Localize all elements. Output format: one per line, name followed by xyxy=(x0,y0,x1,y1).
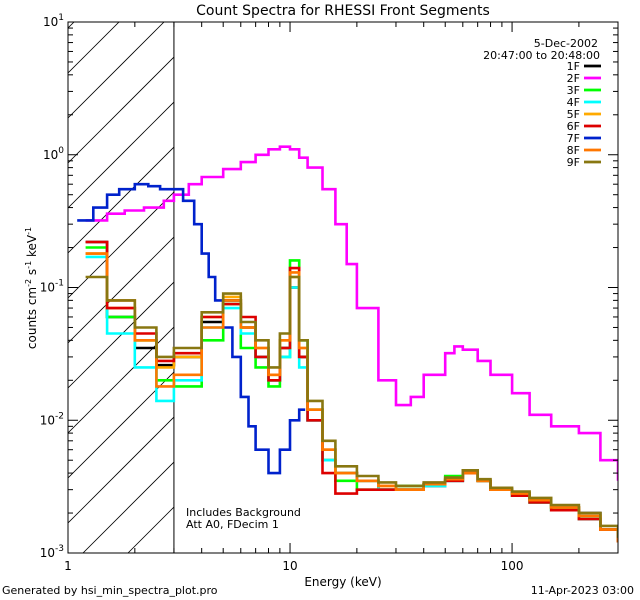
hatch-line xyxy=(68,22,165,119)
legend-label-7f: 7F xyxy=(567,132,580,145)
legend-label-9f: 9F xyxy=(567,156,580,169)
hatch-line xyxy=(68,236,174,344)
hatch-line xyxy=(82,461,174,553)
annotation-attenuator: Att A0, FDecim 1 xyxy=(186,518,279,531)
ylabel-exp2: -1 xyxy=(24,261,33,269)
legend-label-6f: 6F xyxy=(567,120,580,133)
series-9f xyxy=(85,275,618,538)
hatch-line xyxy=(68,416,174,524)
series-2f xyxy=(85,145,618,481)
annotation-background: Includes Background xyxy=(186,506,301,519)
hatch-line xyxy=(68,146,174,254)
x-tick-label: 10 xyxy=(282,559,297,573)
y-tick-label: 101 xyxy=(43,13,64,29)
hatch-line xyxy=(68,101,174,209)
y-tick-label: 100 xyxy=(43,146,64,162)
hatch-line xyxy=(68,22,120,74)
series-7f xyxy=(77,182,306,475)
y-tick-label: 10-1 xyxy=(40,279,64,295)
legend-label-1f: 1F xyxy=(567,60,580,73)
legend-label-2f: 2F xyxy=(567,72,580,85)
ylabel-tail: keV xyxy=(25,234,39,261)
ylabel-exp3: -1 xyxy=(24,227,33,235)
hatch-line xyxy=(68,22,75,29)
excluded-energy-region xyxy=(68,22,175,553)
footer-generated-by: Generated by hsi_min_spectra_plot.pro xyxy=(2,584,218,597)
hatch-lines xyxy=(68,22,174,553)
chart-title: Count Spectra for RHESSI Front Segments xyxy=(196,3,490,19)
hatch-line xyxy=(68,56,174,164)
y-tick-label: 10-2 xyxy=(40,411,64,427)
ylabel-exp1: -2 xyxy=(24,279,33,287)
legend-label-4f: 4F xyxy=(567,96,580,109)
series-layer xyxy=(77,145,618,543)
hatch-line xyxy=(68,281,174,389)
time-range: 20:47:00 to 20:48:00 xyxy=(483,49,600,62)
ylabel-base: counts cm xyxy=(25,287,39,349)
legend-label-8f: 8F xyxy=(567,144,580,157)
footer-date: 11-Apr-2023 03:00 xyxy=(530,584,634,597)
x-tick-label: 1 xyxy=(64,559,72,573)
hatch-line xyxy=(127,506,174,553)
observation-date: 5-Dec-2002 xyxy=(534,37,598,50)
legend-label-5f: 5F xyxy=(567,108,580,121)
hatch-line xyxy=(68,191,174,299)
y-tick-label: 10-3 xyxy=(40,544,64,560)
x-tick-label: 100 xyxy=(501,559,524,573)
ylabel-mid: s xyxy=(25,269,39,279)
legend-label-3f: 3F xyxy=(567,84,580,97)
y-axis-label: counts cm-2 s-1 keV-1 xyxy=(24,227,39,349)
axes: 1 10 100 101 100 10-1 10-2 10-3 xyxy=(40,13,619,573)
hatch-line xyxy=(68,371,174,479)
x-axis-label: Energy (keV) xyxy=(304,575,381,589)
